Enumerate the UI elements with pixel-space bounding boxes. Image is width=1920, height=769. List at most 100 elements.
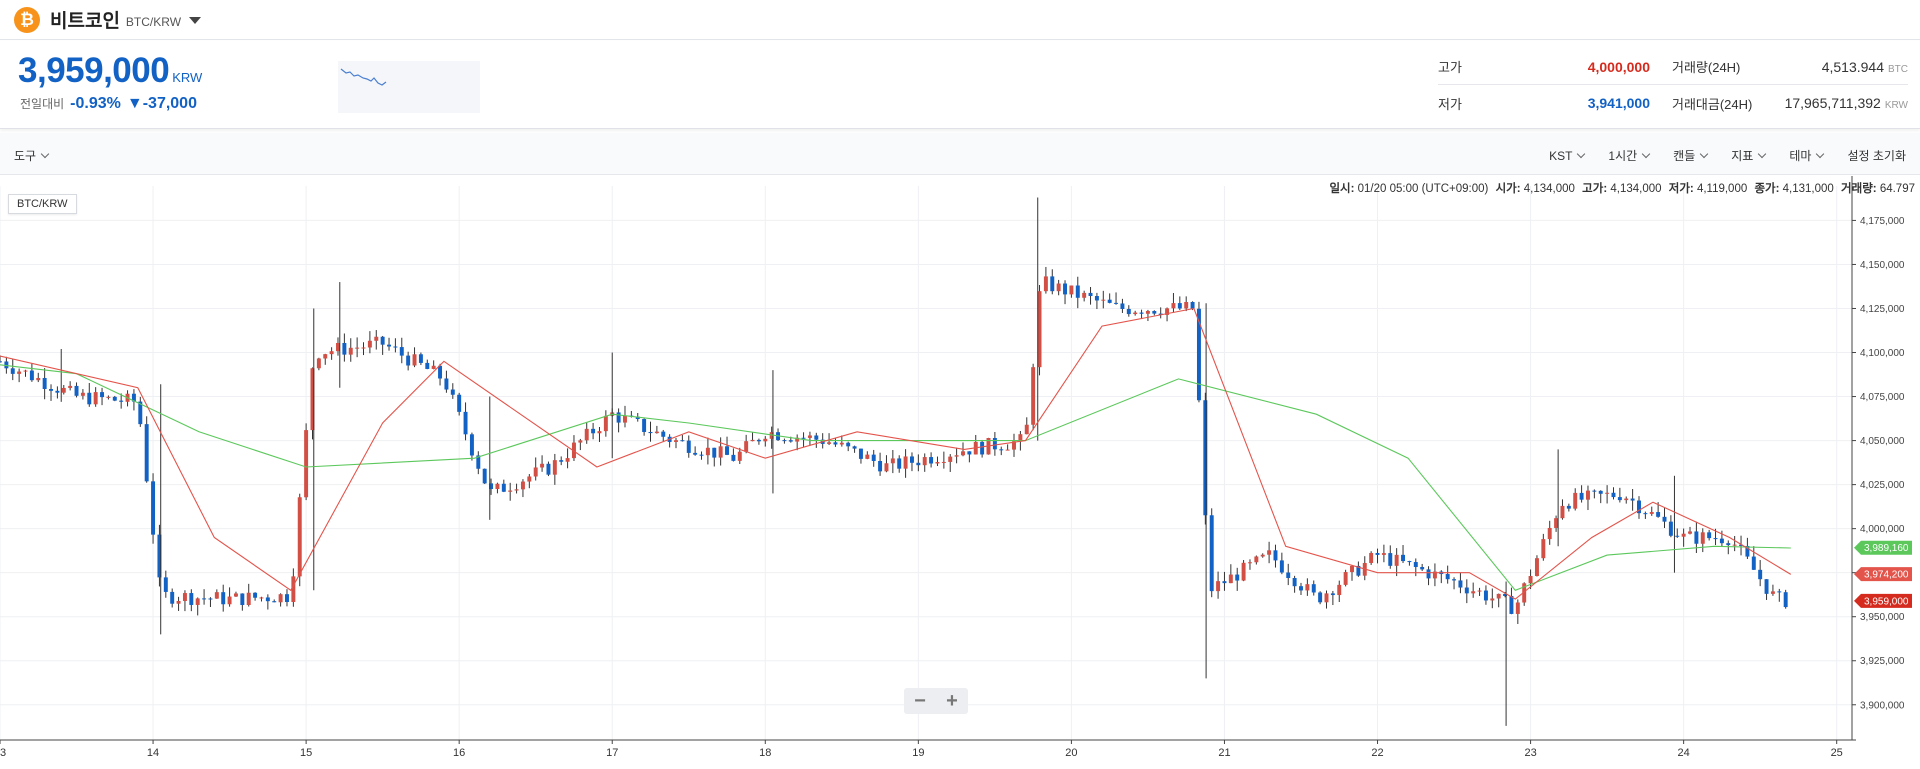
candle-body <box>1190 301 1195 309</box>
interval-menu[interactable]: 1시간 <box>1608 147 1651 164</box>
change-rate: -0.93% <box>70 95 121 112</box>
time-value: 01/20 05:00 (UTC+09:00) <box>1357 183 1489 195</box>
tools-menu[interactable]: 도구 <box>14 147 50 164</box>
ticker-panel: 3,959,000 KRW 전일대비 -0.93% ▼-37,000 고가 4,… <box>0 41 1920 129</box>
candle-body <box>839 442 844 445</box>
candle-body <box>1292 577 1297 587</box>
candle-body <box>1260 554 1265 557</box>
candle-body <box>355 347 360 349</box>
indicator-menu[interactable]: 지표 <box>1731 147 1767 164</box>
candle-body <box>1579 492 1584 500</box>
candle-body <box>495 483 500 490</box>
candle-body <box>387 344 391 347</box>
candle-body <box>795 437 800 442</box>
chart-type-menu[interactable]: 캔들 <box>1673 147 1709 164</box>
candle-body <box>1107 299 1112 303</box>
candle-body <box>1228 574 1233 584</box>
info-low-label: 저가: <box>1668 183 1694 195</box>
x-tick-label: 22 <box>1371 747 1383 759</box>
candle-body <box>131 393 136 402</box>
candle-body <box>699 454 704 456</box>
candle-body <box>68 385 73 388</box>
x-tick-label: 14 <box>147 747 159 759</box>
zoom-in-button[interactable]: + <box>946 689 958 712</box>
candle-body <box>23 370 28 372</box>
high-value: 4,000,000 <box>1587 58 1650 75</box>
candle-body <box>1585 490 1590 500</box>
coin-name: 비트코인 <box>50 11 120 32</box>
timezone-menu[interactable]: KST <box>1549 147 1586 164</box>
candle-body <box>1649 512 1654 514</box>
candle-body <box>49 389 53 391</box>
candle-body <box>444 378 449 390</box>
candle-body <box>603 415 608 432</box>
candle-body <box>992 437 997 450</box>
reset-settings-button[interactable]: 설정 초기화 <box>1847 147 1906 164</box>
candle-body <box>1145 311 1150 314</box>
candle-body <box>1139 312 1144 314</box>
candle-body <box>1732 544 1737 546</box>
candle-body <box>865 454 870 459</box>
coin-header: ₿ 비트코인 BTC/KRW <box>0 0 1920 40</box>
candle-body <box>527 476 532 482</box>
zoom-out-button[interactable]: − <box>914 689 926 712</box>
candle-body <box>1764 579 1769 594</box>
candle-body <box>1605 492 1610 494</box>
candlestick-chart-svg[interactable]: 3,900,0003,925,0003,950,0003,975,0004,00… <box>0 176 1920 769</box>
candle-body <box>1617 497 1622 501</box>
candle-body <box>514 489 519 491</box>
candle-body <box>285 594 289 602</box>
pair-dropdown-caret-icon[interactable] <box>189 17 202 24</box>
candle-body <box>425 362 430 369</box>
candle-body <box>1177 303 1182 309</box>
candle-body <box>827 442 832 444</box>
price-tag <box>1854 593 1912 608</box>
candle-body <box>163 577 168 592</box>
candle-body <box>380 336 385 345</box>
candle-body <box>1726 543 1731 546</box>
candle-body <box>890 458 895 464</box>
candle-body <box>1719 538 1724 544</box>
candle-body <box>1694 531 1699 544</box>
tools-label: 도구 <box>14 149 37 163</box>
candle-body <box>1318 592 1323 603</box>
candle-body <box>374 336 379 341</box>
candle-body <box>489 483 494 490</box>
candle-body <box>1088 292 1093 297</box>
y-tick-label: 4,150,000 <box>1860 260 1905 271</box>
candle-body <box>1522 583 1527 603</box>
y-tick-label: 4,050,000 <box>1860 436 1905 447</box>
candle-body <box>1496 593 1501 599</box>
theme-menu[interactable]: 테마 <box>1789 147 1825 164</box>
candle-body <box>316 358 321 369</box>
candle-body <box>1305 584 1310 591</box>
ma-long-line <box>0 364 1791 591</box>
candle-body <box>10 368 15 374</box>
y-tick-label: 4,075,000 <box>1860 392 1905 403</box>
candle-body <box>980 441 985 455</box>
candle-body <box>725 446 730 455</box>
candle-body <box>909 456 914 463</box>
candle-body <box>202 598 207 600</box>
mini-sparkline-chart[interactable] <box>338 61 480 113</box>
candle-body <box>138 401 143 425</box>
candle-body <box>393 346 398 348</box>
ohlc-info-line: 일시: 01/20 05:00 (UTC+09:00) 시가: 4,134,00… <box>1325 180 1915 196</box>
price-chart[interactable]: 3,900,0003,925,0003,950,0003,975,0004,00… <box>0 176 1920 769</box>
candle-body <box>1299 586 1303 591</box>
candle-body <box>0 361 2 363</box>
candle-body <box>157 534 162 578</box>
candle-body <box>705 447 710 456</box>
candle-body <box>1483 590 1488 601</box>
candle-body <box>1681 533 1686 537</box>
candle-body <box>1624 498 1629 501</box>
candle-body <box>1560 505 1565 519</box>
candle-body <box>1688 531 1692 534</box>
candle-body <box>176 601 181 604</box>
candle-body <box>61 387 66 393</box>
candle-body <box>291 576 296 602</box>
candle-body <box>253 592 258 598</box>
stats-row-low: 저가 3,941,000 거래대금(24H) 17,965,711,392 KRW <box>1438 85 1908 121</box>
candle-body <box>1241 562 1246 581</box>
chevron-down-icon <box>40 149 50 159</box>
